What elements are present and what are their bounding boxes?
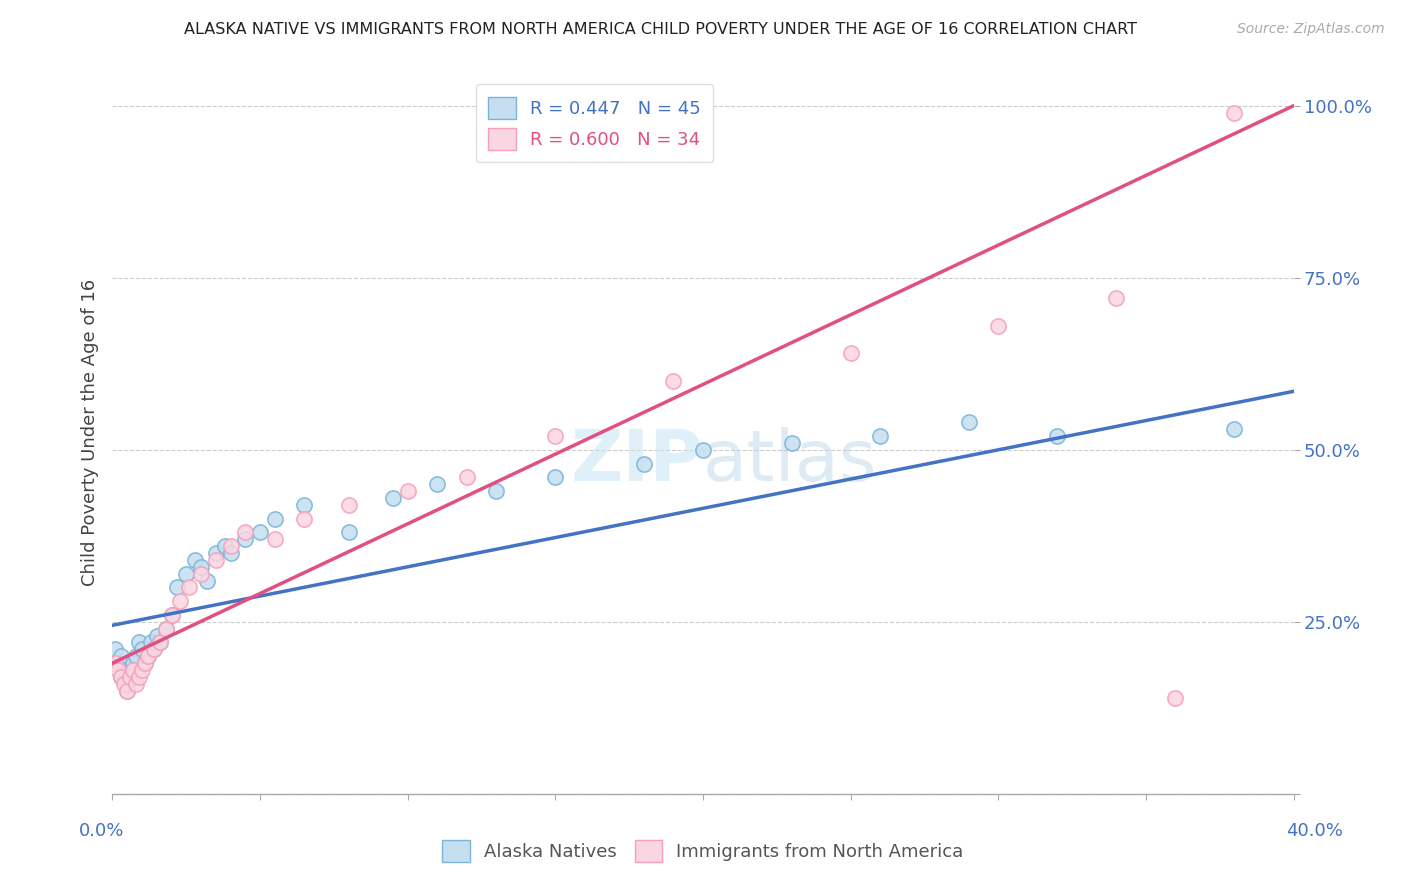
Point xyxy=(184,553,207,567)
Point xyxy=(1223,105,1246,120)
Point xyxy=(134,656,156,670)
Point xyxy=(117,683,138,698)
Point xyxy=(134,656,156,670)
Point xyxy=(264,511,287,525)
Point xyxy=(219,539,242,553)
Point xyxy=(142,642,165,657)
Point xyxy=(125,649,148,664)
Point xyxy=(107,663,129,677)
Legend: Alaska Natives, Immigrants from North America: Alaska Natives, Immigrants from North Am… xyxy=(436,833,970,870)
Point xyxy=(839,346,862,360)
Point xyxy=(219,546,242,560)
Point xyxy=(1223,422,1246,436)
Point xyxy=(869,429,891,443)
Point xyxy=(110,670,132,684)
Point xyxy=(456,470,478,484)
Text: 0.0%: 0.0% xyxy=(79,822,124,840)
Point xyxy=(122,656,145,670)
Point xyxy=(249,525,271,540)
Point xyxy=(957,415,980,429)
Point xyxy=(125,677,148,691)
Point xyxy=(112,677,135,691)
Point xyxy=(426,477,449,491)
Point xyxy=(195,574,218,588)
Point xyxy=(149,635,172,649)
Point xyxy=(128,670,150,684)
Point xyxy=(131,642,153,657)
Point xyxy=(155,622,177,636)
Point xyxy=(174,566,197,581)
Y-axis label: Child Poverty Under the Age of 16: Child Poverty Under the Age of 16 xyxy=(80,279,98,586)
Point xyxy=(205,546,228,560)
Point xyxy=(633,457,655,471)
Point xyxy=(692,442,714,457)
Point xyxy=(1164,690,1187,705)
Point xyxy=(780,436,803,450)
Point xyxy=(1105,292,1128,306)
Point xyxy=(166,581,188,595)
Point xyxy=(122,663,145,677)
Point xyxy=(122,670,145,684)
Point xyxy=(160,607,183,622)
Point xyxy=(146,629,169,643)
Point xyxy=(136,649,159,664)
Point xyxy=(1046,429,1069,443)
Point xyxy=(131,663,153,677)
Text: ALASKA NATIVE VS IMMIGRANTS FROM NORTH AMERICA CHILD POVERTY UNDER THE AGE OF 16: ALASKA NATIVE VS IMMIGRANTS FROM NORTH A… xyxy=(184,22,1137,37)
Point xyxy=(337,525,360,540)
Point xyxy=(179,581,201,595)
Point xyxy=(190,566,212,581)
Text: 40.0%: 40.0% xyxy=(1286,822,1343,840)
Point xyxy=(396,484,419,499)
Point xyxy=(264,533,287,547)
Point xyxy=(337,498,360,512)
Point xyxy=(117,677,138,691)
Point xyxy=(190,559,212,574)
Point xyxy=(544,429,567,443)
Text: Source: ZipAtlas.com: Source: ZipAtlas.com xyxy=(1237,22,1385,37)
Point xyxy=(205,553,228,567)
Legend: R = 0.447   N = 45, R = 0.600   N = 34: R = 0.447 N = 45, R = 0.600 N = 34 xyxy=(475,84,713,162)
Point xyxy=(120,670,142,684)
Point xyxy=(485,484,508,499)
Point xyxy=(214,539,236,553)
Text: ZIP: ZIP xyxy=(571,427,703,496)
Point xyxy=(544,470,567,484)
Point xyxy=(128,635,150,649)
Point xyxy=(104,656,127,670)
Point xyxy=(987,318,1010,333)
Point xyxy=(160,607,183,622)
Point xyxy=(110,649,132,664)
Point xyxy=(382,491,405,505)
Point xyxy=(149,635,172,649)
Point xyxy=(142,642,165,657)
Point xyxy=(104,642,127,657)
Point xyxy=(107,656,129,670)
Point xyxy=(110,670,132,684)
Point xyxy=(662,374,685,388)
Point xyxy=(120,663,142,677)
Point xyxy=(233,533,256,547)
Point xyxy=(139,635,162,649)
Point xyxy=(292,498,315,512)
Point xyxy=(136,649,159,664)
Point xyxy=(233,525,256,540)
Point xyxy=(112,663,135,677)
Point xyxy=(117,683,138,698)
Text: atlas: atlas xyxy=(703,427,877,496)
Point xyxy=(155,622,177,636)
Point xyxy=(169,594,191,608)
Point xyxy=(292,511,315,525)
